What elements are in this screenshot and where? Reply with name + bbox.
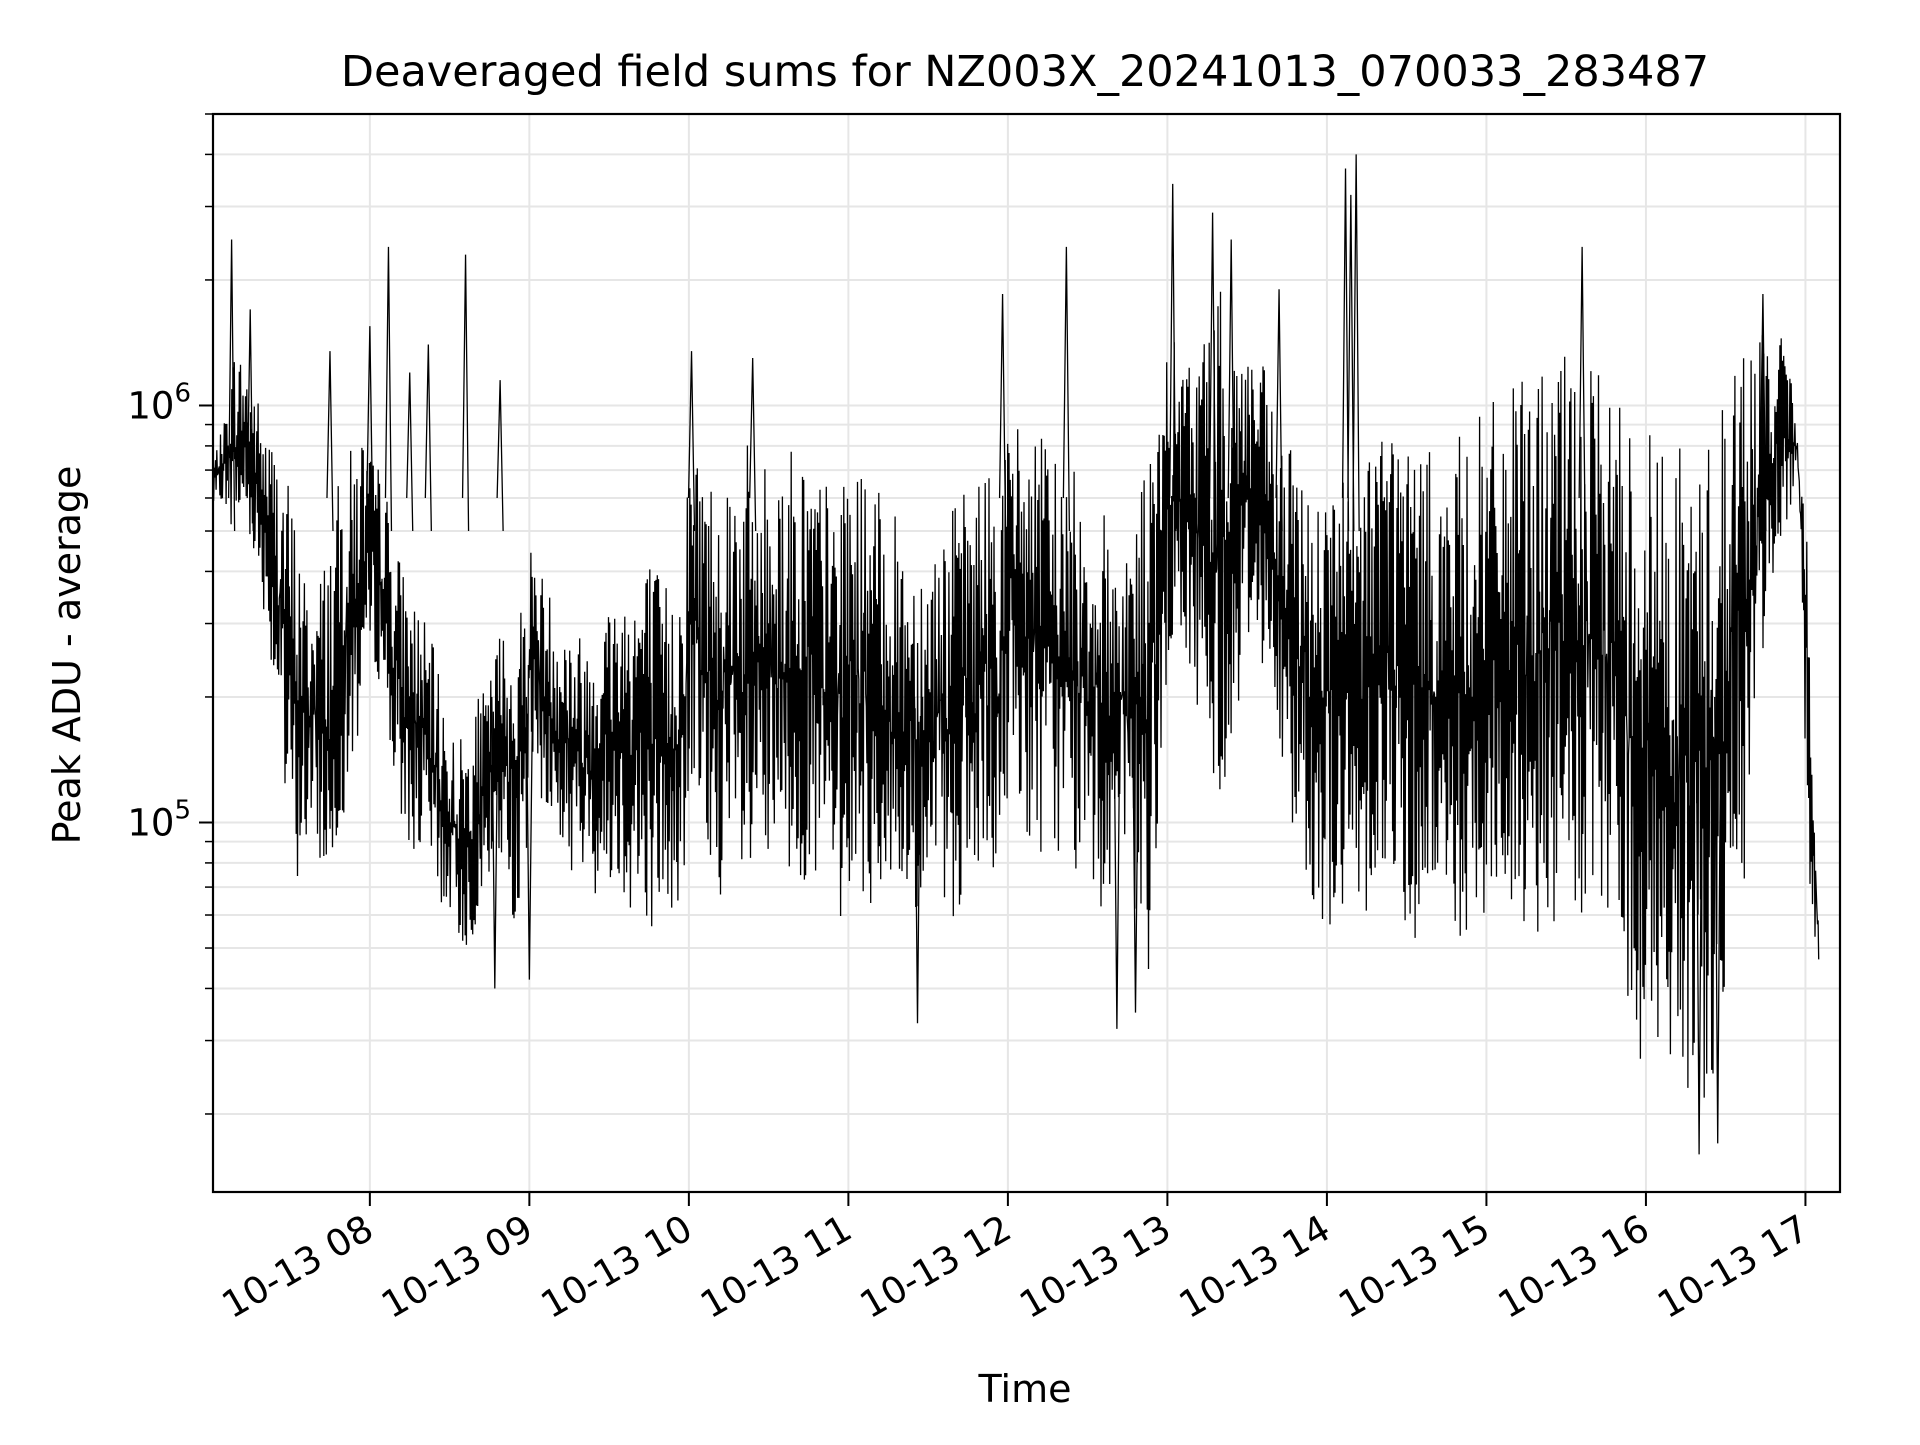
series-line-0 — [212, 291, 1820, 1098]
spike-mark — [246, 309, 254, 532]
y-tick-base: 10 — [127, 384, 174, 427]
y-axis-label: Peak ADU - average — [45, 466, 89, 845]
spike-mark — [424, 344, 432, 532]
spike-mark — [366, 326, 374, 532]
dip-mark — [1131, 696, 1140, 1013]
spike-mark — [406, 372, 414, 532]
spike-mark — [227, 239, 236, 532]
x-axis-label: Time — [978, 1367, 1072, 1411]
spike-mark — [1352, 154, 1360, 532]
spike-mark — [1341, 168, 1350, 532]
dip-mark — [1714, 696, 1722, 1144]
dip-mark — [491, 696, 499, 989]
series-layer — [212, 154, 1820, 1155]
spike-mark — [1759, 294, 1767, 532]
spike-mark — [749, 357, 757, 532]
spike-mark — [326, 351, 334, 532]
y-tick-exponent: 5 — [174, 795, 191, 825]
y-tick-exponent: 6 — [174, 378, 191, 408]
spike-mark — [496, 380, 504, 532]
y-tick-label: 105 — [127, 795, 191, 844]
spike-mark — [998, 294, 1007, 532]
spike-mark — [1169, 183, 1177, 532]
y-tick-label: 106 — [127, 378, 191, 427]
spike-mark — [1062, 246, 1071, 532]
spike-mark — [1208, 212, 1217, 532]
y-tick-base: 10 — [127, 801, 174, 844]
dip-mark — [913, 696, 922, 1024]
dip-mark — [525, 696, 534, 980]
plot-frame — [211, 112, 1842, 1194]
chart-title: Deaveraged field sums for NZ003X_2024101… — [341, 47, 1709, 97]
spike-mark — [461, 254, 470, 532]
spike-mark — [1578, 246, 1586, 532]
spike-mark — [1275, 289, 1283, 532]
dip-mark — [1695, 696, 1703, 1155]
spike-mark — [1347, 194, 1355, 532]
spike-mark — [384, 246, 393, 532]
dip-mark — [1113, 696, 1121, 1029]
spike-mark — [687, 351, 696, 532]
spike-mark — [1227, 239, 1235, 532]
